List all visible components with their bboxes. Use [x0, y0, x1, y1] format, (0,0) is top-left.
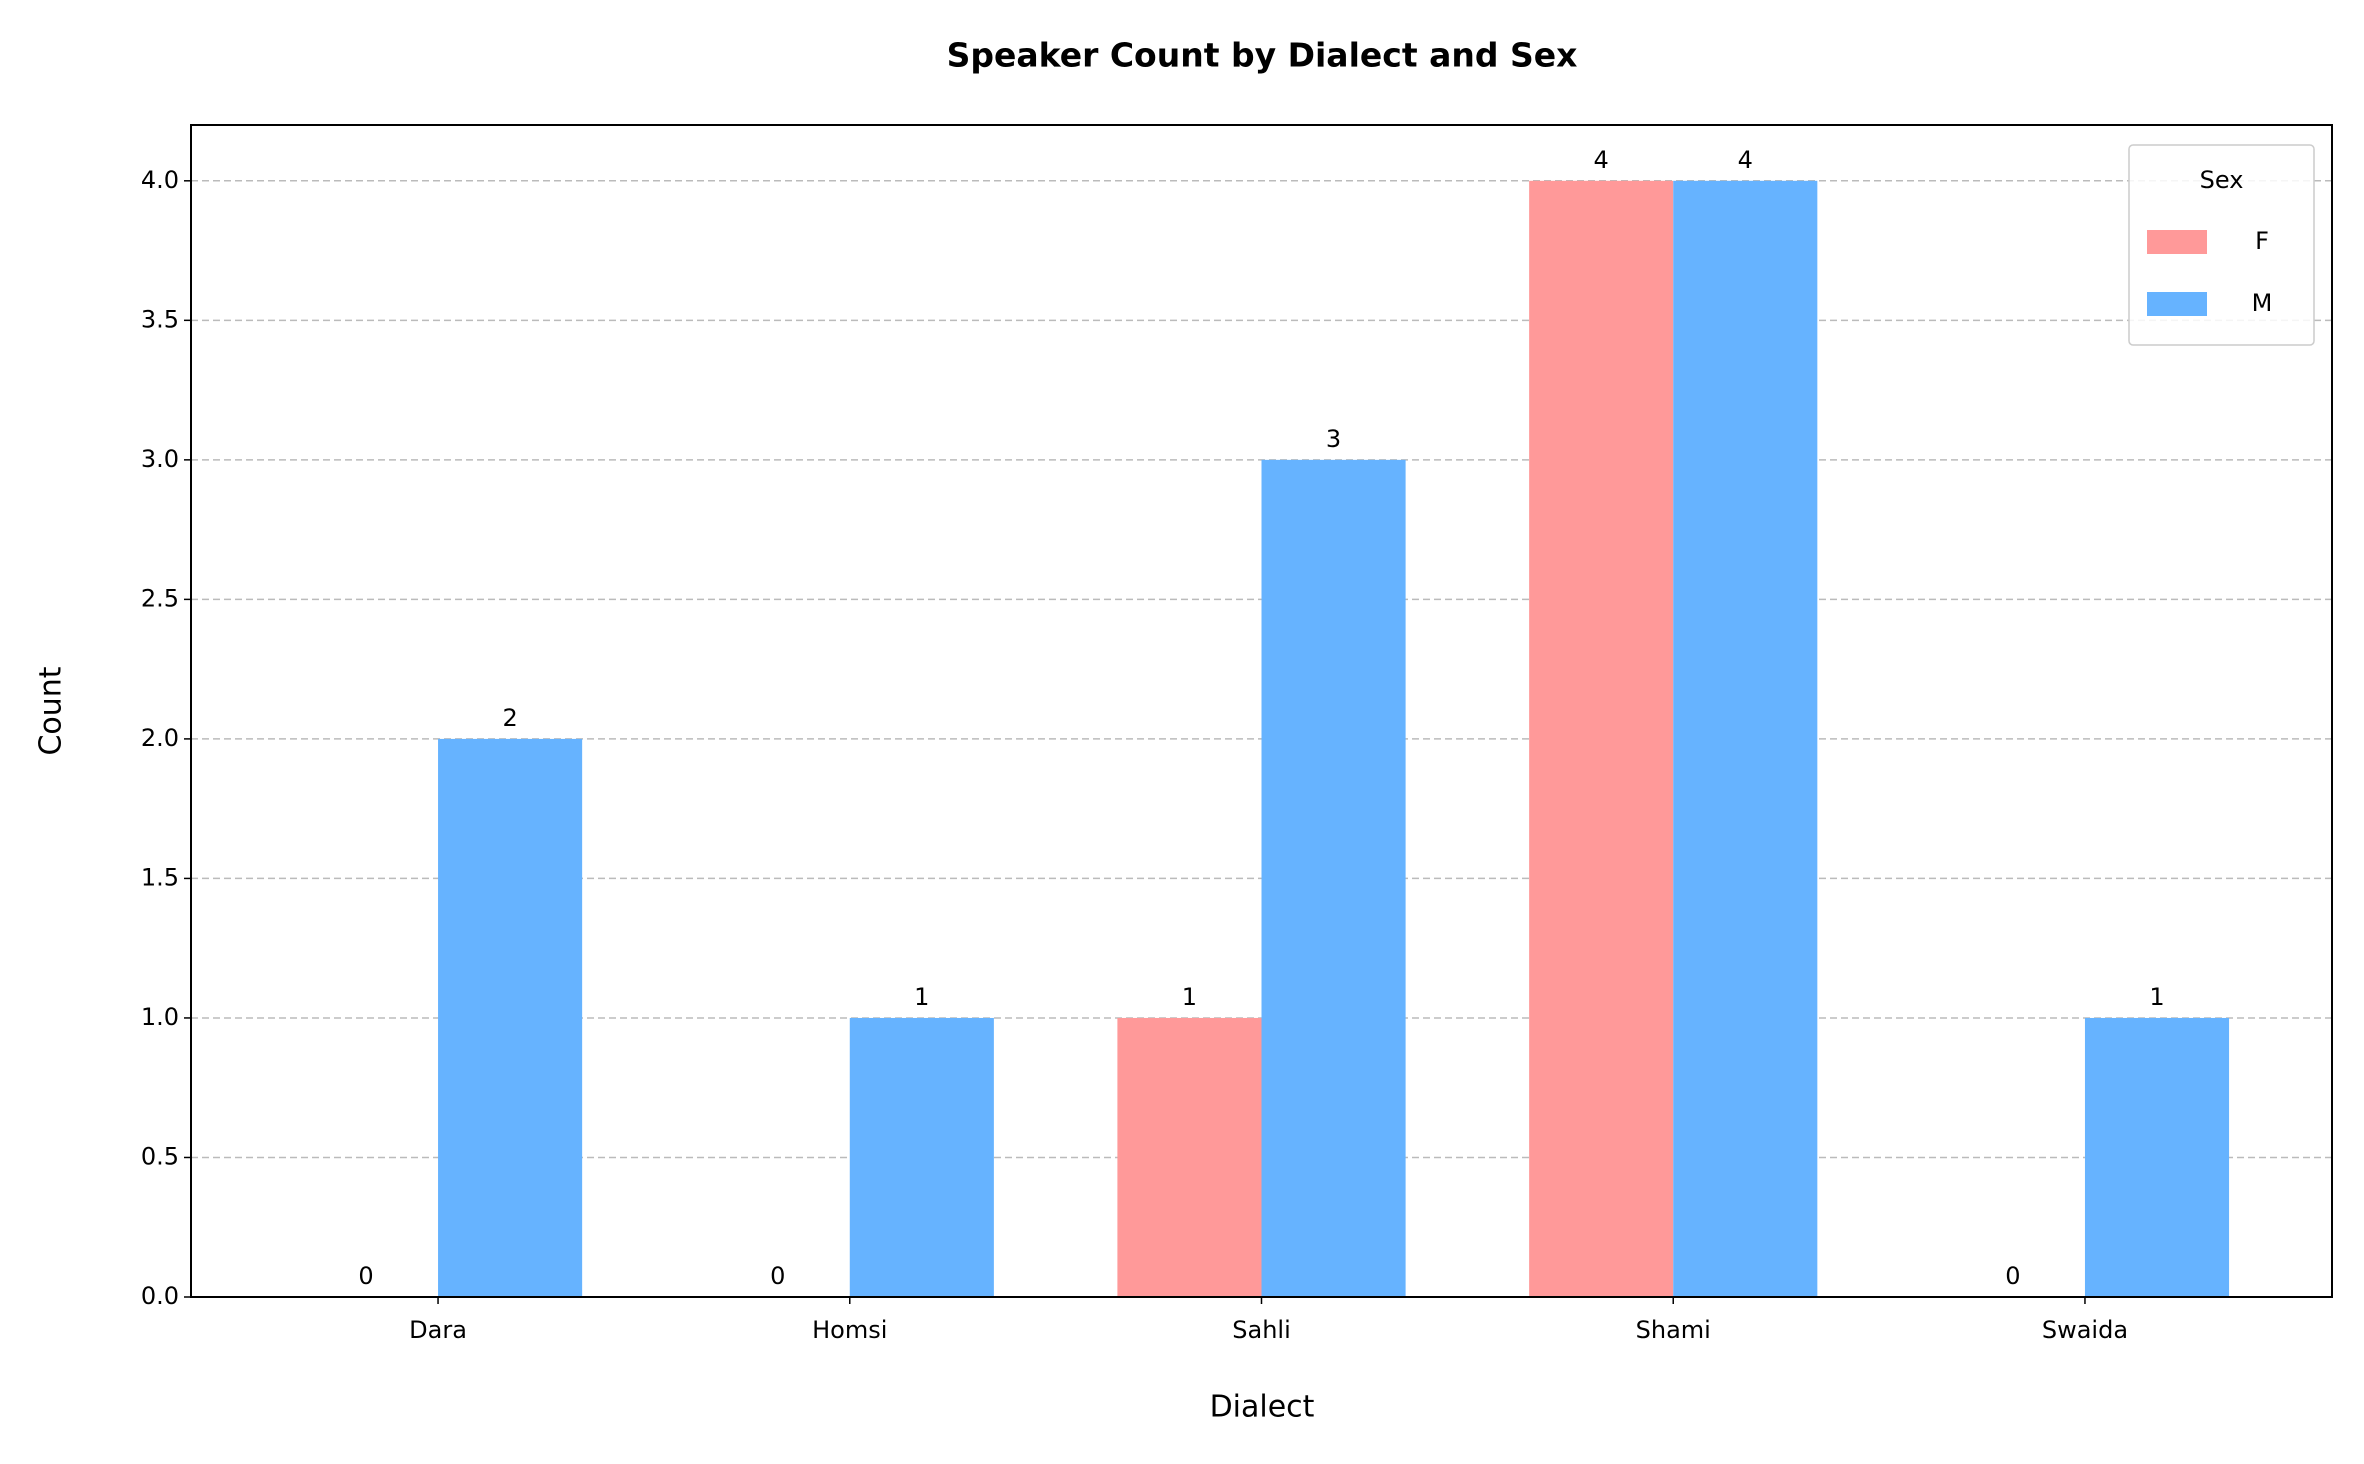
y-axis-label: Count	[34, 666, 69, 755]
legend-swatch	[2147, 292, 2207, 316]
x-axis-label: Dialect	[1210, 1390, 1315, 1425]
y-tick-label: 2.0	[141, 724, 179, 752]
x-tick-label: Homsi	[812, 1316, 887, 1344]
plot-frame	[190, 124, 2333, 1298]
value-label: 0	[358, 1262, 373, 1290]
bar	[1117, 1017, 1262, 1297]
y-tick-label: 3.0	[141, 445, 179, 473]
bar	[849, 1017, 994, 1297]
y-tick-label: 0.5	[141, 1142, 179, 1170]
value-label: 4	[1594, 146, 1609, 174]
chart-title: Speaker Count by Dialect and Sex	[947, 36, 1578, 75]
value-label: 1	[2149, 983, 2164, 1011]
value-label: 1	[914, 983, 929, 1011]
value-label: 0	[2005, 1262, 2020, 1290]
legend-label: M	[2252, 289, 2273, 317]
value-label: 1	[1182, 983, 1197, 1011]
y-tick-label: 4.0	[141, 166, 179, 194]
value-label: 3	[1326, 425, 1341, 453]
x-tick-label: Swaida	[2042, 1316, 2128, 1344]
bar	[2084, 1017, 2230, 1297]
bar	[1529, 180, 1674, 1297]
x-tick-label: Sahli	[1232, 1316, 1291, 1344]
legend-label: F	[2255, 227, 2269, 255]
value-label: 4	[1738, 146, 1753, 174]
value-label: 0	[770, 1262, 785, 1290]
x-tick-label: Shami	[1636, 1316, 1711, 1344]
y-tick-label: 0.0	[141, 1282, 179, 1310]
bar	[438, 738, 583, 1297]
y-tick-label: 1.0	[141, 1003, 179, 1031]
y-tick-label: 2.5	[141, 584, 179, 612]
bar	[1673, 180, 1818, 1297]
x-tick-label: Dara	[409, 1316, 467, 1344]
legend: Sex F M	[2128, 144, 2315, 346]
legend-swatch	[2147, 230, 2207, 254]
legend-title: Sex	[2200, 166, 2244, 194]
y-tick-label: 1.5	[141, 863, 179, 891]
value-label: 2	[502, 704, 517, 732]
bar	[1261, 459, 1406, 1297]
y-tick-label: 3.5	[141, 305, 179, 333]
